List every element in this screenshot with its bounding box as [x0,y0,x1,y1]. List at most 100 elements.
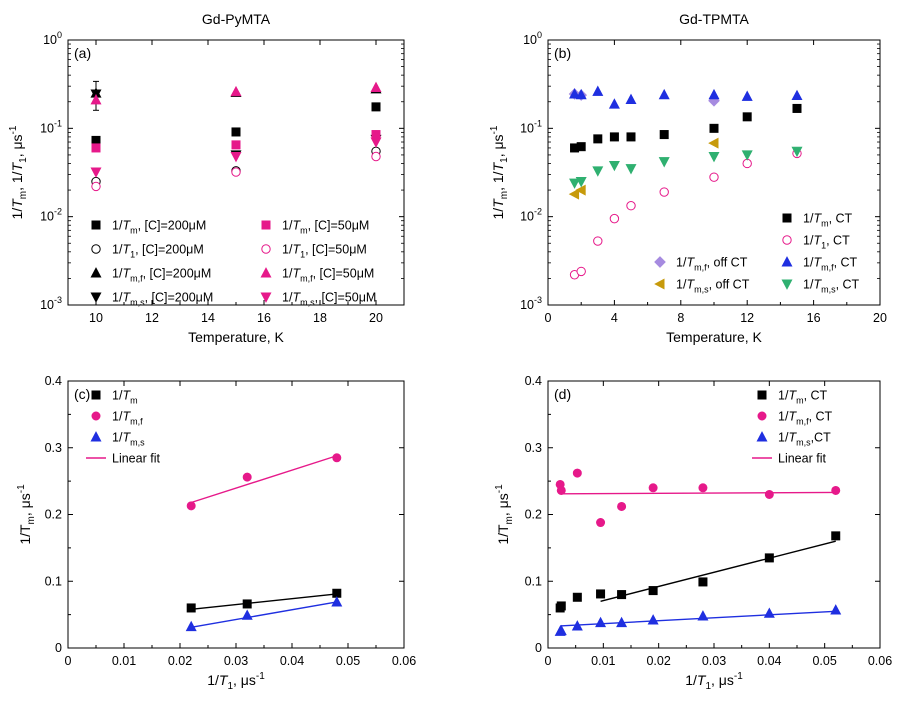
data-point [708,88,720,100]
y-tick-label: 0.4 [525,374,542,388]
data-point [371,151,381,162]
data-point [231,167,241,177]
y-tick-label: 0.3 [525,441,542,455]
y-tick-label: 10-1 [40,118,62,135]
legend-label: 1/Tm,f, off CT [676,256,748,273]
legend-label: 1/Tm,s, [C]=50μM [282,291,376,308]
data-point [609,132,619,142]
data-point [659,130,669,140]
data-point [616,616,628,628]
x-tick-label: 12 [145,311,159,325]
data-point [609,213,620,224]
series-0 [570,103,802,153]
x-tick-label: 20 [369,311,383,325]
data-point [792,103,802,113]
fit-line [191,601,337,628]
y-tick-label: 0.2 [525,508,542,522]
x-tick-label: 0.04 [280,654,304,668]
data-point [831,485,841,495]
series-4 [569,85,803,109]
legend-marker [90,431,102,442]
data-point [608,160,620,172]
legend-label: 1/Tm [112,389,138,406]
x-tick-label: 18 [313,311,327,325]
data-point [626,201,636,211]
series-1 [186,453,342,511]
data-point [241,609,253,620]
data-point [569,178,581,189]
data-point [763,607,775,618]
x-tick-label: 10 [89,311,103,325]
data-point [572,468,582,478]
legend-marker [654,256,666,268]
data-point [231,127,241,137]
series-2 [568,88,720,107]
x-tick-label: 16 [807,311,821,325]
series-2 [185,596,343,632]
data-point [242,599,252,609]
legend-label: Linear fit [112,452,160,466]
x-tick-label: 0.01 [591,654,615,668]
y-axis-label: 1/Tm, 1/T1, μs-1 [8,125,29,219]
x-axis-label: Temperature, K [188,329,284,345]
data-point [648,586,658,596]
data-point [608,98,620,109]
legend-marker [756,431,768,442]
data-point [698,577,708,587]
data-point [709,123,719,133]
data-point [555,624,567,636]
data-point [708,151,720,163]
data-point [592,166,604,177]
legend-marker [90,267,102,278]
legend-label: 1/T1, [C]=200μM [112,243,204,260]
y-tick-label: 10-2 [40,207,62,224]
x-tick-label: 0.01 [112,654,136,668]
legend-label: 1/T1, CT [803,234,850,251]
data-point [571,620,583,631]
x-tick-label: 0.06 [392,654,416,668]
y-tick-label: 0.2 [45,508,62,522]
data-point [658,157,670,168]
data-point [91,143,101,153]
data-point [698,483,708,493]
legend-marker [757,390,767,400]
data-point [764,553,774,563]
legend-marker [757,411,767,421]
data-point [647,614,659,625]
y-axis-label: 1/Tm, 1/T1, μs-1 [489,125,510,219]
legend-label: 1/Tm,f, CT [778,410,833,427]
data-point [370,137,382,148]
data-point [791,89,803,101]
legend-marker [654,278,665,290]
x-tick-label: 12 [740,311,754,325]
panel-title: Gd-PyMTA [202,11,271,27]
data-point [370,81,382,92]
data-point [90,94,102,105]
panel-tag: (a) [74,45,91,61]
y-tick-label: 0 [535,641,542,655]
data-point [230,85,242,97]
data-point [626,132,636,142]
data-point [617,501,627,511]
fit-line [191,593,337,610]
panel-tag: (c) [74,386,90,402]
data-point [596,589,606,599]
data-point [830,604,842,615]
x-tick-label: 0.06 [868,654,892,668]
data-point [91,135,101,145]
legend-marker [781,279,793,290]
fit-line [560,491,836,495]
series-7 [90,137,382,178]
legend-marker [782,213,792,223]
legend-marker [91,244,101,254]
x-tick-label: 0.02 [168,654,192,668]
legend-label: 1/Tm, CT [803,212,853,229]
y-tick-label: 0.4 [45,374,62,388]
data-point [791,146,803,158]
data-point [230,151,242,163]
legend-label: Linear fit [778,452,826,466]
legend-label: 1/Tm,s [112,431,145,448]
panel-d: 0 0.01 0.02 0.03 0.04 0.05 0.06 0 0.1 0.2 0.3 0.4 (d… [494,374,892,692]
legend-label: 1/T1, [C]=50μM [282,243,367,260]
